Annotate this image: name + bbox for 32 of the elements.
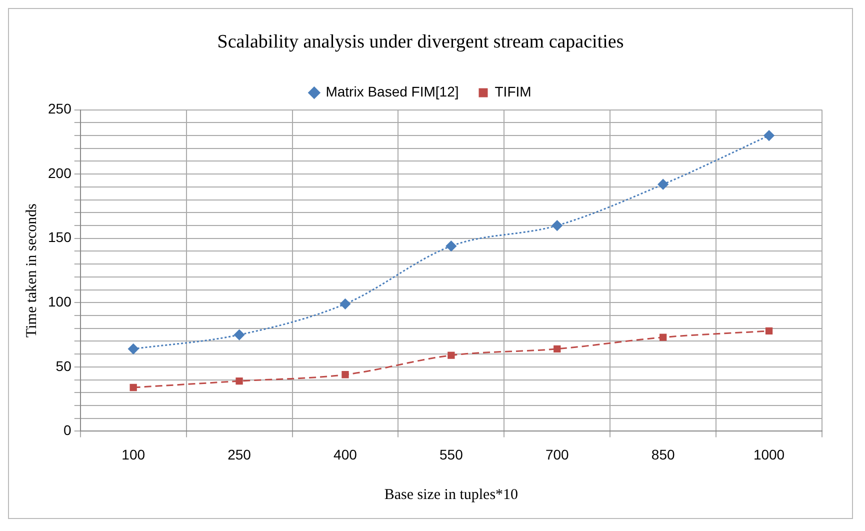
legend-label: TIFIM bbox=[494, 84, 532, 100]
point bbox=[552, 220, 562, 231]
point bbox=[128, 344, 139, 354]
legend-label: Matrix Based FIM[12] bbox=[326, 84, 459, 100]
point bbox=[236, 377, 243, 385]
x-tick-label: 400 bbox=[334, 446, 358, 462]
y-tick-label: 250 bbox=[48, 100, 72, 117]
point bbox=[448, 352, 455, 359]
x-tick-label: 850 bbox=[651, 446, 675, 462]
x-tick-label: 250 bbox=[228, 446, 252, 462]
point bbox=[130, 384, 137, 392]
point bbox=[660, 334, 667, 341]
point bbox=[764, 130, 774, 141]
x-tick-label: 550 bbox=[440, 446, 464, 462]
point bbox=[234, 330, 245, 340]
y-tick-label: 100 bbox=[48, 294, 72, 310]
point bbox=[342, 371, 349, 378]
x-tick-label: 700 bbox=[545, 446, 570, 462]
point bbox=[658, 179, 668, 190]
y-tick-label: 0 bbox=[64, 422, 72, 438]
y-tick-label: 200 bbox=[48, 164, 72, 181]
chart-title: Scalability analysis under divergent stream capacities bbox=[217, 31, 624, 52]
x-tick-label: 100 bbox=[122, 446, 146, 462]
point bbox=[554, 345, 561, 352]
y-tick-label: 50 bbox=[56, 358, 72, 374]
y-tick-label: 150 bbox=[48, 229, 72, 246]
x-tick-label: 1000 bbox=[753, 446, 785, 462]
point bbox=[765, 327, 773, 334]
y-axis-title: Time taken in seconds bbox=[24, 203, 40, 338]
point bbox=[446, 240, 456, 252]
x-axis-title: Base size in tuples*10 bbox=[384, 486, 518, 503]
point bbox=[340, 298, 350, 310]
